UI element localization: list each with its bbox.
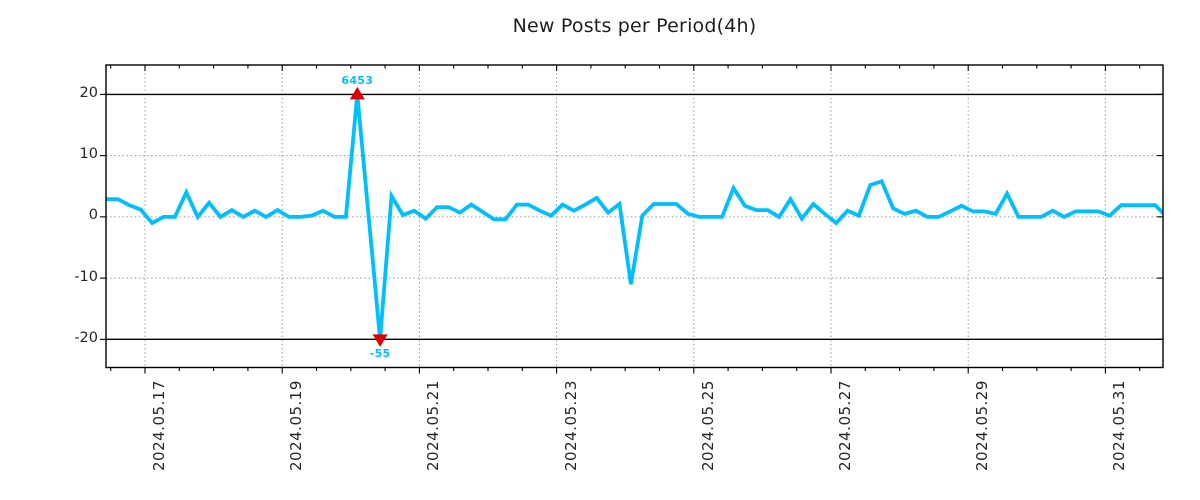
x-tick-label: 2024.05.25 [698, 380, 717, 471]
min-annotation: -55 [369, 346, 391, 360]
min-marker-triangle-down-icon [372, 334, 388, 347]
data-line [106, 94, 1163, 340]
x-tick-label: 2024.05.19 [287, 380, 306, 471]
y-tick-label: 10 [79, 146, 98, 163]
y-tick-label: 20 [79, 84, 98, 101]
x-tick-label: 2024.05.31 [1110, 380, 1129, 471]
x-tick-label: 2024.05.29 [973, 380, 992, 471]
y-tick-label: -10 [74, 268, 98, 285]
x-tick-label: 2024.05.27 [836, 380, 854, 471]
max-annotation: 6453 [341, 73, 374, 87]
x-tick-label: 2024.05.21 [424, 380, 443, 471]
y-tick-label: -20 [74, 329, 98, 346]
plot-border [105, 64, 1164, 369]
x-tick-label: 2024.05.23 [561, 380, 580, 471]
x-tick-label: 2024.05.17 [150, 380, 168, 471]
max-marker-triangle-up-icon [349, 86, 365, 100]
chart-title: New Posts per Period(4h) [512, 15, 757, 37]
y-tick-label: 0 [88, 207, 98, 224]
